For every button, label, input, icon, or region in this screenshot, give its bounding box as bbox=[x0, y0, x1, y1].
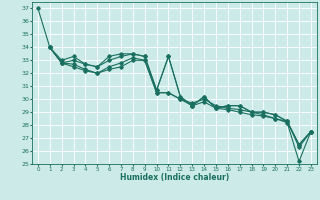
X-axis label: Humidex (Indice chaleur): Humidex (Indice chaleur) bbox=[120, 173, 229, 182]
